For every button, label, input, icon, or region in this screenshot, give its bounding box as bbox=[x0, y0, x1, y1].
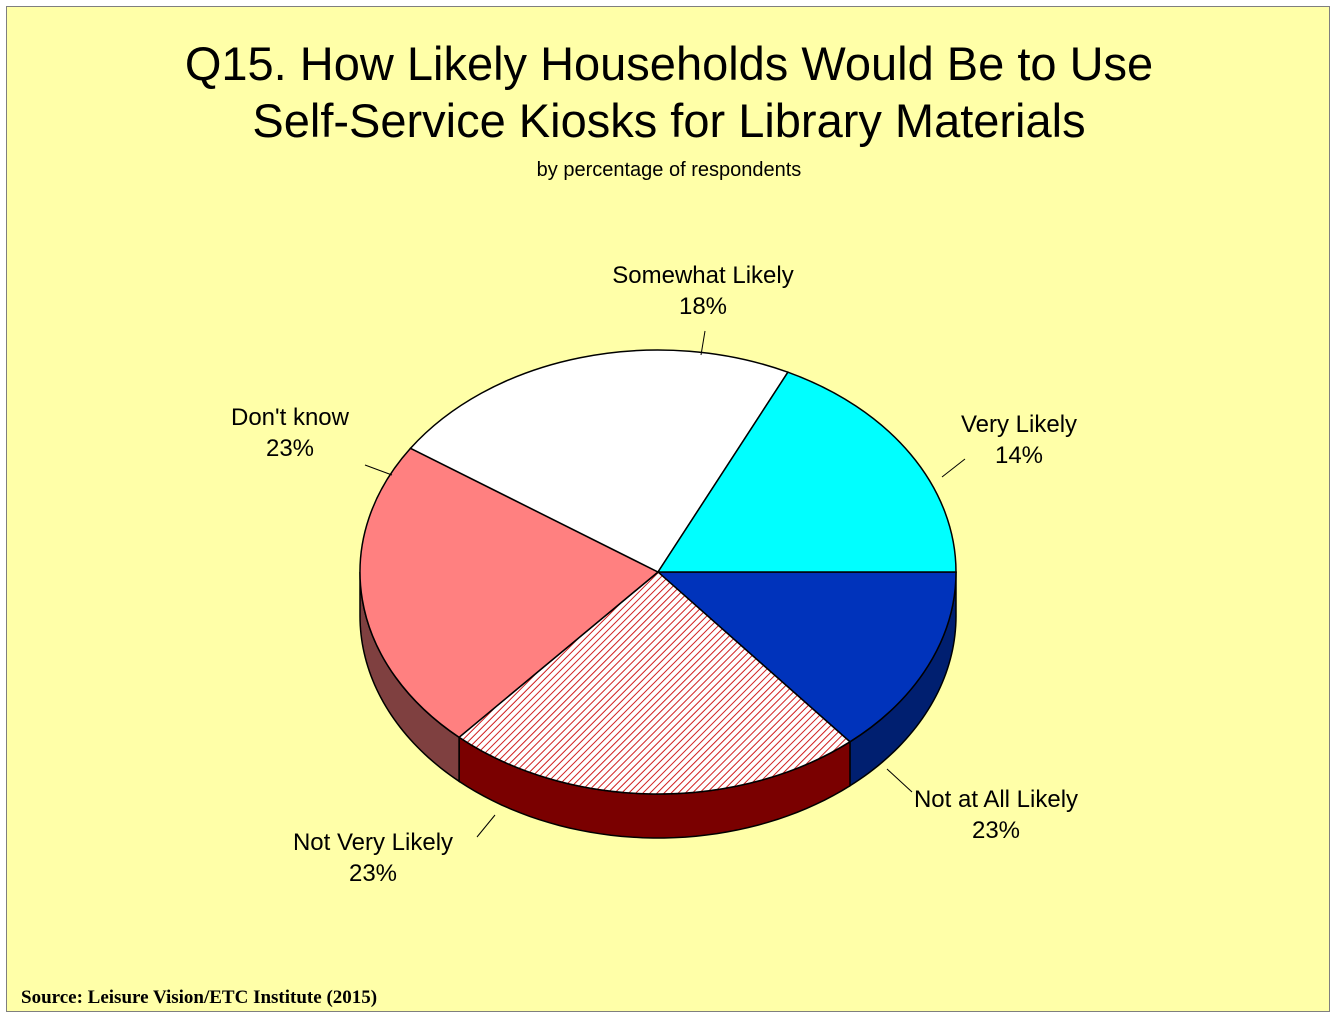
chart-title: Q15. How Likely Households Would Be to U… bbox=[7, 35, 1331, 149]
leader-line-very-likely bbox=[941, 458, 966, 478]
slice-value-don-t-know: 23% bbox=[266, 435, 314, 462]
pie-slice-not-very-likely bbox=[359, 447, 660, 739]
slice-label-not-very-likely: Not Very Likely bbox=[293, 829, 453, 856]
chart-title-line-1: Q15. How Likely Households Would Be to U… bbox=[184, 37, 1154, 90]
leader-lines bbox=[364, 330, 966, 838]
slice-label-very-likely: Very Likely bbox=[961, 411, 1077, 438]
leader-line-don-t-know bbox=[364, 464, 393, 476]
pie-slices bbox=[359, 349, 957, 795]
chart-frame: Q15. How Likely Households Would Be to U… bbox=[6, 6, 1330, 1012]
leader-line-somewhat-likely bbox=[700, 330, 706, 356]
slice-label-don-t-know: Don't know bbox=[231, 404, 350, 431]
chart-title-line-2: Self-Service Kiosks for Library Material… bbox=[252, 94, 1086, 147]
slice-labels: Very Likely 14% Not at All Likely 23% Not Ve… bbox=[231, 262, 1078, 887]
leader-line-not-very-likely bbox=[476, 814, 496, 838]
pie-slice-very-likely bbox=[656, 571, 957, 743]
slice-value-not-very-likely: 23% bbox=[349, 860, 397, 887]
chart-subtitle: by percentage of respondents bbox=[536, 159, 802, 181]
slice-value-somewhat-likely: 18% bbox=[679, 293, 727, 320]
slice-label-not-at-all-likely: Not at All Likely bbox=[914, 786, 1078, 813]
source-note: Source: Leisure Vision/ETC Institute (20… bbox=[21, 987, 378, 1008]
slice-value-not-at-all-likely: 23% bbox=[972, 817, 1020, 844]
slice-label-somewhat-likely: Somewhat Likely bbox=[612, 262, 793, 289]
pie-slice-not-at-all-likely bbox=[457, 571, 852, 795]
pie-slice-somewhat-likely bbox=[656, 371, 957, 573]
slice-value-very-likely: 14% bbox=[995, 442, 1043, 469]
pie-chart: Very Likely 14% Not at All Likely 23% Not Ve… bbox=[231, 262, 1078, 887]
leader-line-not-at-all-likely bbox=[886, 768, 913, 793]
